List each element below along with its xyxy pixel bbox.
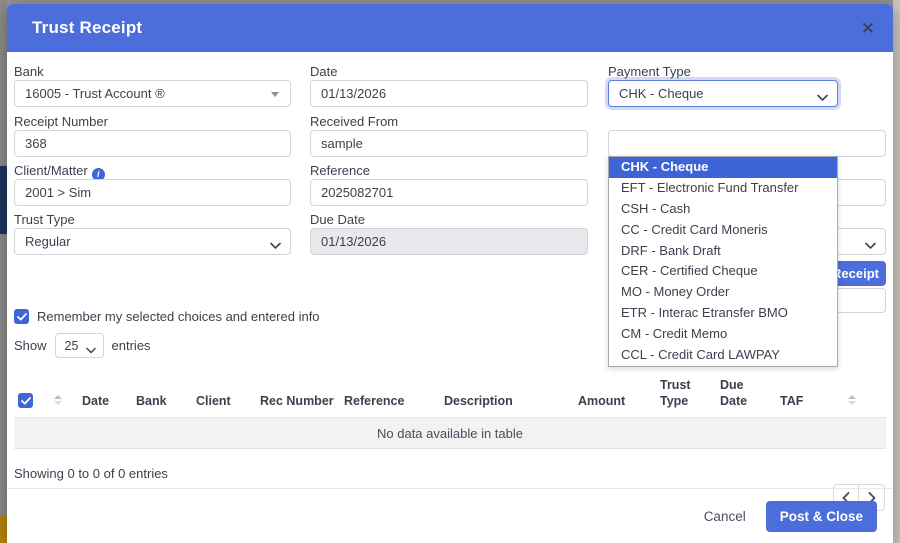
page-size-value: 25 [64, 338, 79, 353]
payment-option[interactable]: DRF - Bank Draft [621, 242, 721, 258]
select-all-checkbox[interactable] [18, 393, 33, 409]
post-close-button[interactable]: Post & Close [765, 500, 877, 532]
reference-label: Reference [310, 163, 370, 178]
background-page-right-edge [893, 0, 900, 543]
payment-option[interactable]: ETR - Interac Etransfer BMO [621, 305, 788, 321]
reference-input[interactable]: 2025082701 [310, 179, 588, 206]
empty-table-message: No data available in table [14, 417, 886, 450]
column-header[interactable]: Description [444, 393, 513, 408]
sort-column-header[interactable] [50, 374, 78, 418]
page-size-select[interactable]: 25 [54, 333, 104, 358]
payment-option[interactable]: CSH - Cash [621, 200, 691, 216]
show-entries-row: Show 25 entries [14, 333, 151, 358]
background-sidebar-fragment [0, 166, 7, 234]
table-header-row: Date Bank Client Rec Number Reference Descrip… [14, 374, 886, 418]
due-date-value: 01/13/2026 [321, 234, 387, 249]
payment-type-select[interactable]: CHK - Cheque [608, 80, 838, 107]
payment-option[interactable]: CM - Credit Memo [621, 326, 728, 342]
client-matter-label: Client/Matter i [14, 163, 291, 181]
date-input-value: 01/13/2026 [321, 86, 387, 101]
close-icon[interactable]: ✕ [860, 18, 875, 38]
chevron-down-icon [865, 238, 876, 253]
background-footer-fragment [0, 515, 7, 543]
column-header[interactable]: Reference [344, 393, 405, 408]
payment-type-label: Payment Type [608, 64, 691, 79]
bank-select[interactable]: 16005 - Trust Account ® [14, 80, 291, 107]
table-empty-row: No data available in table [14, 417, 886, 450]
background-page-left-edge [0, 0, 7, 543]
chevron-down-icon [270, 238, 281, 253]
payment-option[interactable]: CER - Certified Cheque [621, 263, 758, 279]
chevron-down-icon [85, 343, 96, 357]
bank-select-value: 16005 - Trust Account ® [25, 86, 165, 101]
payment-option[interactable]: MO - Money Order [621, 284, 730, 300]
trust-type-value: Regular [25, 234, 71, 249]
column-header[interactable]: Rec Number [260, 393, 334, 408]
modal-body: Bank Date Payment Type 16005 - Trust Acc… [7, 52, 893, 511]
column-header[interactable]: Amount [578, 393, 626, 408]
receipts-table: Date Bank Client Rec Number Reference Descrip… [14, 374, 886, 450]
due-date-input-disabled: 01/13/2026 [310, 228, 588, 255]
payment-option[interactable]: EFT - Electronic Fund Transfer [621, 179, 799, 195]
remember-checkbox-row: Remember my selected choices and entered… [14, 309, 320, 324]
receipt-number-value: 368 [25, 136, 47, 151]
payment-option[interactable]: CHK - Cheque [609, 157, 837, 178]
remember-checkbox-label: Remember my selected choices and entered… [37, 309, 320, 324]
payment-type-dropdown-menu: CHK - Cheque EFT - Electronic Fund Transf… [608, 156, 838, 367]
due-date-label: Due Date [310, 212, 365, 227]
modal-header: Trust Receipt ✕ [7, 4, 893, 52]
column-header[interactable]: Client [196, 393, 231, 408]
payment-type-value: CHK - Cheque [619, 86, 704, 101]
remember-checkbox[interactable] [14, 309, 29, 324]
column-header[interactable]: Trust Type [660, 378, 691, 408]
cancel-button[interactable]: Cancel [703, 508, 746, 524]
select-all-header-cell [14, 374, 50, 418]
client-matter-value: 2001 > Sim [25, 185, 92, 200]
reference-value: 2025082701 [321, 185, 394, 200]
chevron-down-icon [817, 90, 828, 105]
date-input[interactable]: 01/13/2026 [310, 80, 588, 107]
column-header[interactable]: Due Date [720, 378, 748, 408]
hidden-right-input-1[interactable] [608, 130, 886, 157]
show-label: Show [14, 338, 47, 353]
trust-receipt-modal: Trust Receipt ✕ Bank Date Payment Type 1… [7, 4, 893, 543]
sort-arrows-icon [848, 394, 856, 405]
modal-footer: Cancel Post & Close [7, 488, 893, 543]
column-header[interactable]: Bank [136, 393, 167, 408]
receipt-number-label: Receipt Number [14, 114, 108, 129]
received-from-input[interactable]: sample [310, 130, 588, 157]
info-icon[interactable]: i [91, 167, 105, 181]
received-from-value: sample [321, 136, 363, 151]
bank-label: Bank [14, 64, 44, 79]
caret-down-icon [271, 92, 279, 97]
receipt-number-input[interactable]: 368 [14, 130, 291, 157]
received-from-label: Received From [310, 114, 399, 129]
payment-option[interactable]: CC - Credit Card Moneris [621, 221, 768, 237]
trust-type-select[interactable]: Regular [14, 228, 291, 255]
page-title: Trust Receipt [32, 18, 143, 37]
client-matter-input[interactable]: 2001 > Sim [14, 179, 291, 206]
sort-column-header-end[interactable] [844, 374, 886, 418]
table-summary: Showing 0 to 0 of 0 entries [14, 466, 168, 481]
sort-arrows-icon [54, 394, 62, 405]
column-header[interactable]: TAF [780, 393, 804, 408]
receipt-button-label: Receipt [832, 266, 879, 281]
column-header[interactable]: Date [82, 393, 110, 408]
date-label: Date [310, 64, 338, 79]
payment-option[interactable]: CCL - Credit Card LAWPAY [621, 347, 780, 363]
trust-type-label: Trust Type [14, 212, 75, 227]
client-matter-label-text: Client/Matter [14, 163, 88, 178]
entries-label: entries [111, 338, 151, 353]
